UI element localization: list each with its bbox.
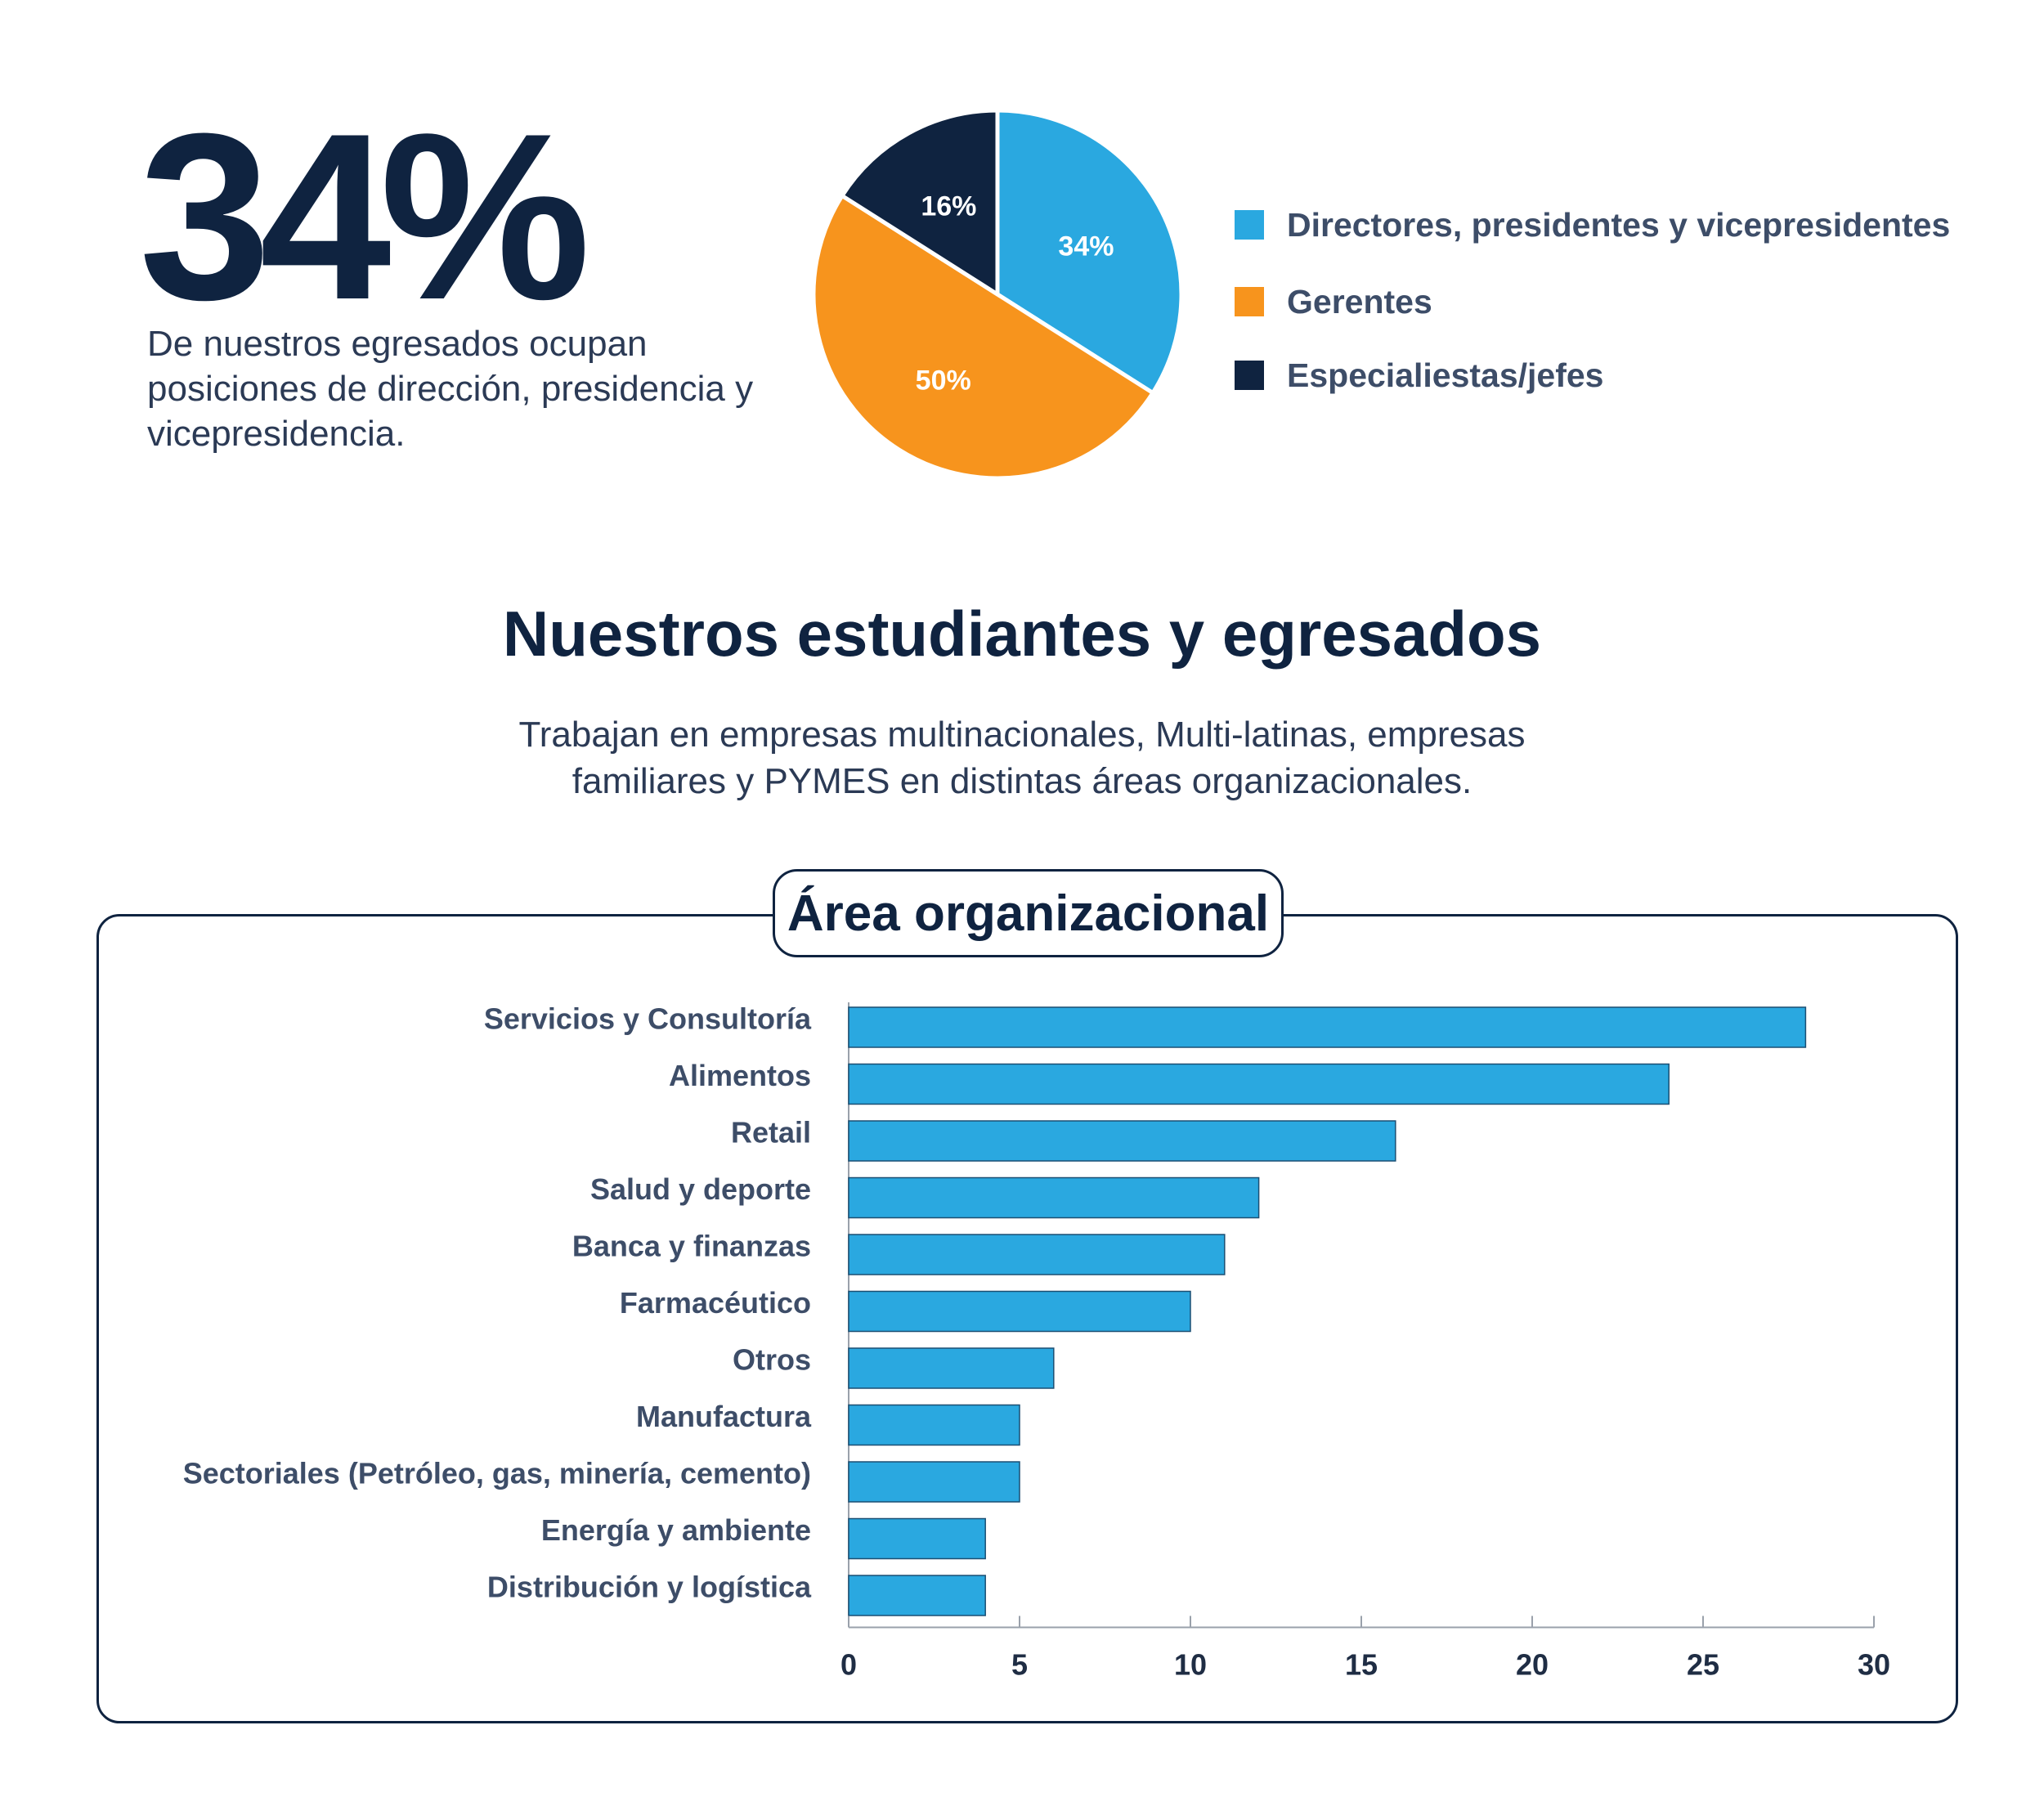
bar — [848, 1290, 1191, 1333]
legend-item-especialistas: Especialiestas/jefes — [1235, 338, 1950, 412]
bar — [848, 1575, 986, 1616]
bar — [848, 1063, 1670, 1105]
bar — [848, 1006, 1807, 1048]
x-tick-label: 25 — [1687, 1648, 1719, 1682]
x-tick-label: 5 — [1011, 1648, 1028, 1682]
legend-item-gerentes: Gerentes — [1235, 265, 1950, 338]
category-label: Salud y deporte — [590, 1172, 811, 1206]
category-label: Servicios y Consultoría — [484, 1002, 812, 1036]
bar — [848, 1120, 1396, 1162]
bar — [848, 1234, 1226, 1275]
pie-slice — [811, 192, 1156, 481]
bar — [848, 1347, 1055, 1389]
legend-label: Gerentes — [1287, 282, 1432, 320]
bar-chart-title: Área organizacional — [773, 869, 1284, 957]
pie-slice-label: 34% — [1058, 231, 1114, 262]
category-label: Banca y finanzas — [572, 1230, 811, 1263]
category-label: Farmacéutico — [620, 1286, 811, 1320]
category-label: Otros — [733, 1343, 811, 1377]
pie-legend: Directores, presidentes y vicepresidente… — [1235, 188, 1950, 412]
category-label: Energía y ambiente — [541, 1513, 811, 1547]
legend-label: Directores, presidentes y vicepresidente… — [1287, 205, 1951, 244]
pie-slice-label: 50% — [916, 365, 971, 396]
x-tick-label: 20 — [1516, 1648, 1549, 1682]
role-pie-chart: 34% 50% 16% — [811, 108, 1184, 481]
legend-swatch — [1235, 210, 1264, 240]
pie-slice-label: 16% — [921, 191, 976, 222]
bar — [848, 1517, 986, 1560]
category-label: Distribución y logística — [487, 1571, 812, 1604]
legend-swatch — [1235, 361, 1264, 390]
category-label: Sectoriales (Petróleo, gas, minería, cem… — [183, 1457, 811, 1490]
legend-swatch — [1235, 287, 1264, 316]
bar — [848, 1404, 1020, 1446]
headline-description: De nuestros egresados ocupan posiciones … — [147, 324, 754, 454]
section-subtitle: Trabajan en empresas multinacionales, Mu… — [0, 711, 2044, 804]
x-tick-label: 0 — [840, 1648, 857, 1682]
category-label: Retail — [731, 1116, 811, 1149]
bar — [848, 1461, 1020, 1503]
x-tick-label: 30 — [1858, 1648, 1890, 1682]
section-subtitle-line: familiares y PYMES en distintas áreas or… — [572, 761, 1472, 801]
section-subtitle-line: Trabajan en empresas multinacionales, Mu… — [518, 715, 1526, 755]
x-tick-label: 10 — [1174, 1648, 1207, 1682]
category-label: Alimentos — [669, 1059, 811, 1092]
x-tick-label: 15 — [1345, 1648, 1378, 1682]
pie-slice — [839, 108, 1000, 298]
category-label: Manufactura — [636, 1400, 812, 1433]
section-title: Nuestros estudiantes y egresados — [502, 598, 1542, 670]
headline-percentage: 34% — [139, 84, 590, 349]
bar — [848, 1176, 1260, 1219]
legend-label: Especialiestas/jefes — [1287, 356, 1604, 394]
legend-item-directores: Directores, presidentes y vicepresidente… — [1235, 188, 1950, 262]
